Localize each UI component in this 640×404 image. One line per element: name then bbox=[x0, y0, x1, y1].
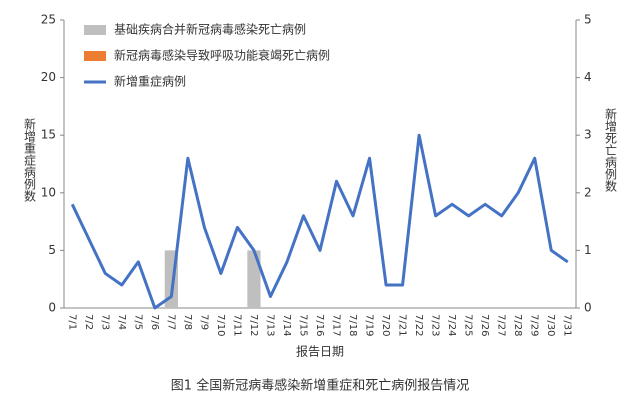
x-tick-label: 7/7 bbox=[165, 314, 176, 330]
y2-axis-label: 新增死亡病例数 bbox=[604, 107, 618, 193]
x-tick-label: 7/1 bbox=[66, 314, 77, 330]
x-tick-label: 7/6 bbox=[149, 314, 160, 330]
x-tick-label: 7/21 bbox=[397, 314, 408, 336]
x-tick-label: 7/11 bbox=[231, 314, 242, 336]
x-tick-label: 7/23 bbox=[430, 314, 441, 336]
y-tick-label: 25 bbox=[41, 13, 56, 27]
x-tick-label: 7/15 bbox=[297, 314, 308, 336]
legend-label: 新增重症病例 bbox=[114, 74, 186, 89]
x-tick-label: 7/26 bbox=[479, 314, 490, 336]
x-tick-label: 7/20 bbox=[380, 314, 391, 336]
x-tick-label: 7/24 bbox=[446, 314, 457, 336]
x-tick-label: 7/5 bbox=[132, 314, 143, 330]
x-tick-label: 7/13 bbox=[264, 314, 275, 336]
y-tick-label: 5 bbox=[48, 243, 56, 257]
y-tick-label: 10 bbox=[41, 185, 56, 199]
x-tick-label: 7/27 bbox=[496, 314, 507, 336]
y-tick-label: 0 bbox=[48, 301, 56, 315]
x-tick-label: 7/12 bbox=[248, 314, 259, 336]
x-tick-label: 7/25 bbox=[463, 314, 474, 336]
y2-tick-label: 1 bbox=[584, 243, 592, 257]
x-tick-label: 7/28 bbox=[512, 314, 523, 336]
y-tick-label: 20 bbox=[41, 70, 56, 84]
x-tick-label: 7/18 bbox=[347, 314, 358, 336]
legend-swatch bbox=[84, 51, 106, 61]
legend-swatch bbox=[84, 25, 106, 35]
x-axis-label: 报告日期 bbox=[296, 344, 344, 359]
x-tick-label: 7/2 bbox=[83, 314, 94, 330]
caption: 图1 全国新冠病毒感染新增重症和死亡病例报告情况 bbox=[171, 378, 469, 394]
x-tick-label: 7/19 bbox=[364, 314, 375, 336]
x-tick-label: 7/4 bbox=[116, 314, 127, 330]
x-tick-label: 7/30 bbox=[545, 314, 556, 336]
line bbox=[70, 133, 569, 310]
y2-tick-label: 3 bbox=[584, 128, 592, 142]
x-tick-label: 7/31 bbox=[562, 314, 573, 336]
legend-label: 新冠病毒感染导致呼吸功能衰竭死亡病例 bbox=[114, 48, 330, 63]
legend-label: 基础疾病合并新冠病毒感染死亡病例 bbox=[114, 22, 306, 37]
x-tick-label: 7/3 bbox=[99, 314, 110, 330]
y2-tick-label: 4 bbox=[584, 70, 592, 84]
x-tick-label: 7/14 bbox=[281, 314, 292, 336]
y2-tick-label: 5 bbox=[584, 13, 592, 27]
bar bbox=[247, 250, 261, 308]
y-axis-label: 新增重症病例数 bbox=[23, 117, 37, 203]
x-tick-label: 7/8 bbox=[182, 314, 193, 330]
y2-tick-label: 2 bbox=[584, 185, 592, 199]
x-tick-label: 7/16 bbox=[314, 314, 325, 336]
x-tick-label: 7/10 bbox=[215, 314, 226, 336]
x-tick-label: 7/9 bbox=[198, 314, 209, 330]
x-tick-label: 7/17 bbox=[331, 314, 342, 336]
x-tick-label: 7/29 bbox=[529, 314, 540, 336]
y2-tick-label: 0 bbox=[584, 301, 592, 315]
y-tick-label: 15 bbox=[41, 128, 56, 142]
x-tick-label: 7/22 bbox=[413, 314, 424, 336]
